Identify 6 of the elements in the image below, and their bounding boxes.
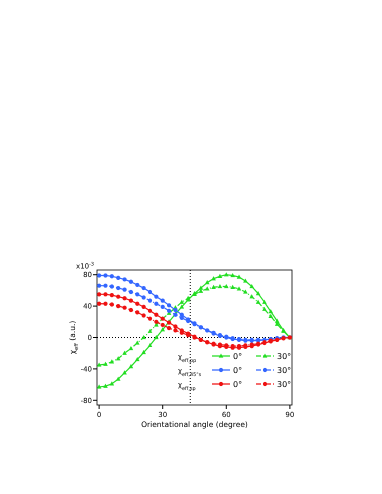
legend-label: 30°	[277, 380, 292, 389]
legend-label: 0°	[233, 352, 242, 361]
legend-label: 30°	[277, 352, 292, 361]
legend-label: 0°	[233, 380, 242, 389]
legend-label: 0°	[233, 366, 242, 375]
legend-label: 30°	[277, 366, 292, 375]
